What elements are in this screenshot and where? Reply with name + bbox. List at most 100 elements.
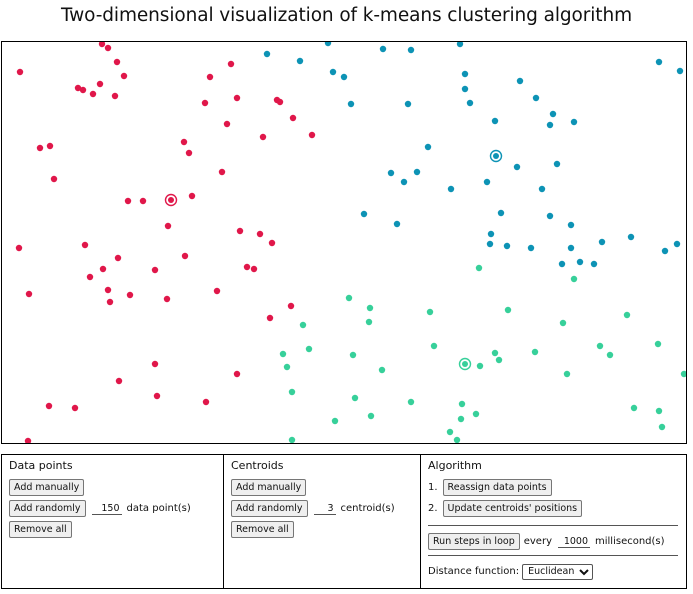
centroid-red[interactable]	[168, 197, 174, 203]
data-points-section: Data points Add manually Add randomly da…	[2, 455, 224, 588]
data-point-green	[378, 366, 386, 374]
data-point-red	[45, 402, 53, 410]
data-point-red	[153, 392, 161, 400]
data-point-teal	[553, 160, 561, 168]
data-point-red	[81, 241, 89, 249]
data-point-green	[476, 362, 484, 370]
data-point-red	[151, 360, 159, 368]
data-point-teal	[655, 58, 663, 66]
data-point-red	[15, 244, 23, 252]
algorithm-section: Algorithm 1. Reassign data points 2. Upd…	[421, 455, 686, 588]
data-point-red	[163, 295, 171, 303]
data-point-red	[111, 92, 119, 100]
section-divider	[428, 525, 678, 526]
data-point-green	[630, 404, 638, 412]
data-point-red	[89, 90, 97, 98]
data-point-red	[124, 197, 132, 205]
points-count-input[interactable]	[91, 502, 122, 515]
data-point-green	[495, 356, 503, 364]
data-point-teal	[329, 68, 337, 76]
data-point-green	[446, 428, 454, 436]
data-point-red	[46, 142, 54, 150]
data-point-red	[74, 84, 82, 92]
data-point-teal	[546, 121, 554, 129]
data-point-red	[289, 114, 297, 122]
data-point-red	[287, 302, 295, 310]
centroids-count-input[interactable]	[313, 502, 336, 515]
data-point-green	[453, 436, 461, 443]
data-point-teal	[516, 77, 524, 85]
data-point-green	[367, 412, 375, 420]
remove-all-centroids-button[interactable]: Remove all	[231, 521, 294, 538]
data-point-red	[218, 168, 226, 176]
data-point-teal	[413, 168, 421, 176]
data-point-green	[570, 275, 578, 283]
data-point-teal	[503, 242, 511, 250]
data-point-red	[276, 98, 284, 106]
data-point-teal	[567, 244, 575, 252]
centroids-section: Centroids Add manually Add randomly cent…	[224, 455, 421, 588]
data-point-teal	[407, 46, 415, 54]
data-point-teal	[424, 143, 432, 151]
interval-input[interactable]	[558, 535, 590, 548]
reassign-points-button[interactable]: Reassign data points	[442, 479, 552, 496]
data-point-green	[430, 342, 438, 350]
data-point-red	[266, 314, 274, 322]
update-centroids-button[interactable]: Update centroids' positions	[442, 500, 583, 517]
data-point-red	[36, 144, 44, 152]
add-centroids-manually-button[interactable]: Add manually	[231, 479, 307, 496]
data-point-red	[96, 80, 104, 88]
data-point-green	[279, 350, 287, 358]
add-centroids-randomly-button[interactable]: Add randomly	[231, 500, 308, 517]
data-point-red	[206, 73, 214, 81]
data-point-red	[120, 72, 128, 80]
data-point-green	[331, 417, 339, 425]
distance-function-select[interactable]: Euclidean	[522, 563, 594, 580]
data-point-green	[458, 400, 466, 408]
data-point-green	[472, 410, 480, 418]
data-point-green	[366, 304, 374, 312]
data-point-red	[250, 265, 258, 273]
data-point-teal	[347, 100, 355, 108]
data-point-teal	[400, 178, 408, 186]
step-1-number: 1.	[428, 482, 438, 493]
data-point-teal	[676, 67, 684, 75]
plot-canvas[interactable]	[1, 41, 687, 444]
data-point-teal	[379, 45, 387, 53]
data-point-green	[655, 407, 663, 415]
data-point-teal	[567, 221, 575, 229]
data-point-red	[181, 252, 189, 260]
data-point-red	[268, 239, 276, 247]
data-point-red	[98, 42, 106, 48]
data-point-teal	[549, 110, 557, 118]
centroid-green[interactable]	[462, 361, 468, 367]
data-point-red	[164, 222, 172, 230]
data-point-teal	[456, 42, 464, 48]
data-point-green	[407, 398, 415, 406]
data-point-red	[16, 68, 24, 76]
data-point-teal	[673, 240, 681, 248]
page-title: Two-dimensional visualization of k-means…	[60, 5, 632, 26]
remove-all-points-button[interactable]: Remove all	[9, 521, 72, 538]
data-point-red	[99, 265, 107, 273]
data-point-red	[233, 94, 241, 102]
data-point-teal	[491, 117, 499, 125]
data-point-teal	[486, 240, 494, 248]
data-point-green	[457, 415, 465, 423]
data-point-red	[185, 149, 193, 157]
add-points-manually-button[interactable]: Add manually	[9, 479, 85, 496]
data-point-red	[104, 286, 112, 294]
data-point-green	[351, 394, 359, 402]
data-point-red	[71, 404, 79, 412]
centroid-teal[interactable]	[493, 153, 499, 159]
data-point-red	[227, 60, 235, 68]
add-points-randomly-button[interactable]: Add randomly	[9, 500, 86, 517]
points-plot[interactable]	[2, 42, 686, 443]
every-label: every	[523, 536, 552, 547]
data-point-red	[180, 138, 188, 146]
data-point-teal	[461, 70, 469, 78]
data-point-red	[243, 263, 251, 271]
run-loop-button[interactable]: Run steps in loop	[428, 533, 520, 550]
data-point-green	[531, 348, 539, 356]
data-point-red	[213, 287, 221, 295]
